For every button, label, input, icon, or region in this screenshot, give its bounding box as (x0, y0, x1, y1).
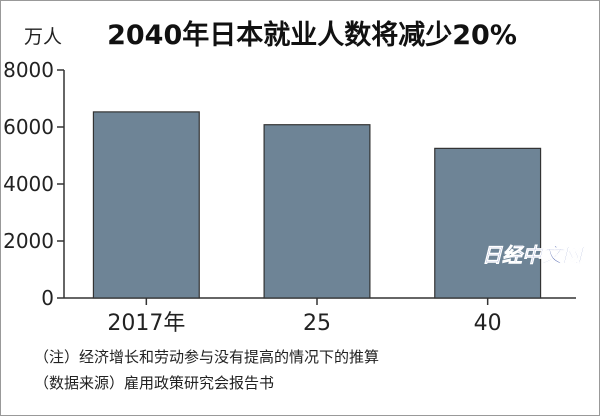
y-tick-label: 4000 (3, 172, 54, 196)
x-tick-label: 40 (474, 311, 502, 336)
x-tick-label: 25 (303, 311, 331, 336)
bar-1 (263, 124, 371, 299)
y-tick-label: 6000 (3, 115, 54, 139)
y-tick-label: 0 (41, 286, 54, 310)
bar-0 (92, 111, 200, 299)
y-tick-label: 2000 (3, 229, 54, 253)
watermark-logo: 日经中文网 (482, 243, 585, 267)
x-labels: 2017年 25 40 (107, 298, 502, 336)
x-tick-label: 2017年 (107, 311, 185, 336)
chart-title: 2040年日本就业人数将减少20% (107, 19, 517, 51)
note-line-2: （数据来源）雇用政策研究会报告书 (34, 374, 274, 392)
y-ticks: 0 2000 4000 6000 8000 (3, 58, 64, 310)
note-line-1: （注）经济增长和劳动参与没有提高的情况下的推算 (34, 348, 379, 366)
bar-2 (434, 147, 542, 299)
y-unit-label: 万人 (24, 26, 62, 48)
y-tick-label: 8000 (3, 58, 54, 82)
